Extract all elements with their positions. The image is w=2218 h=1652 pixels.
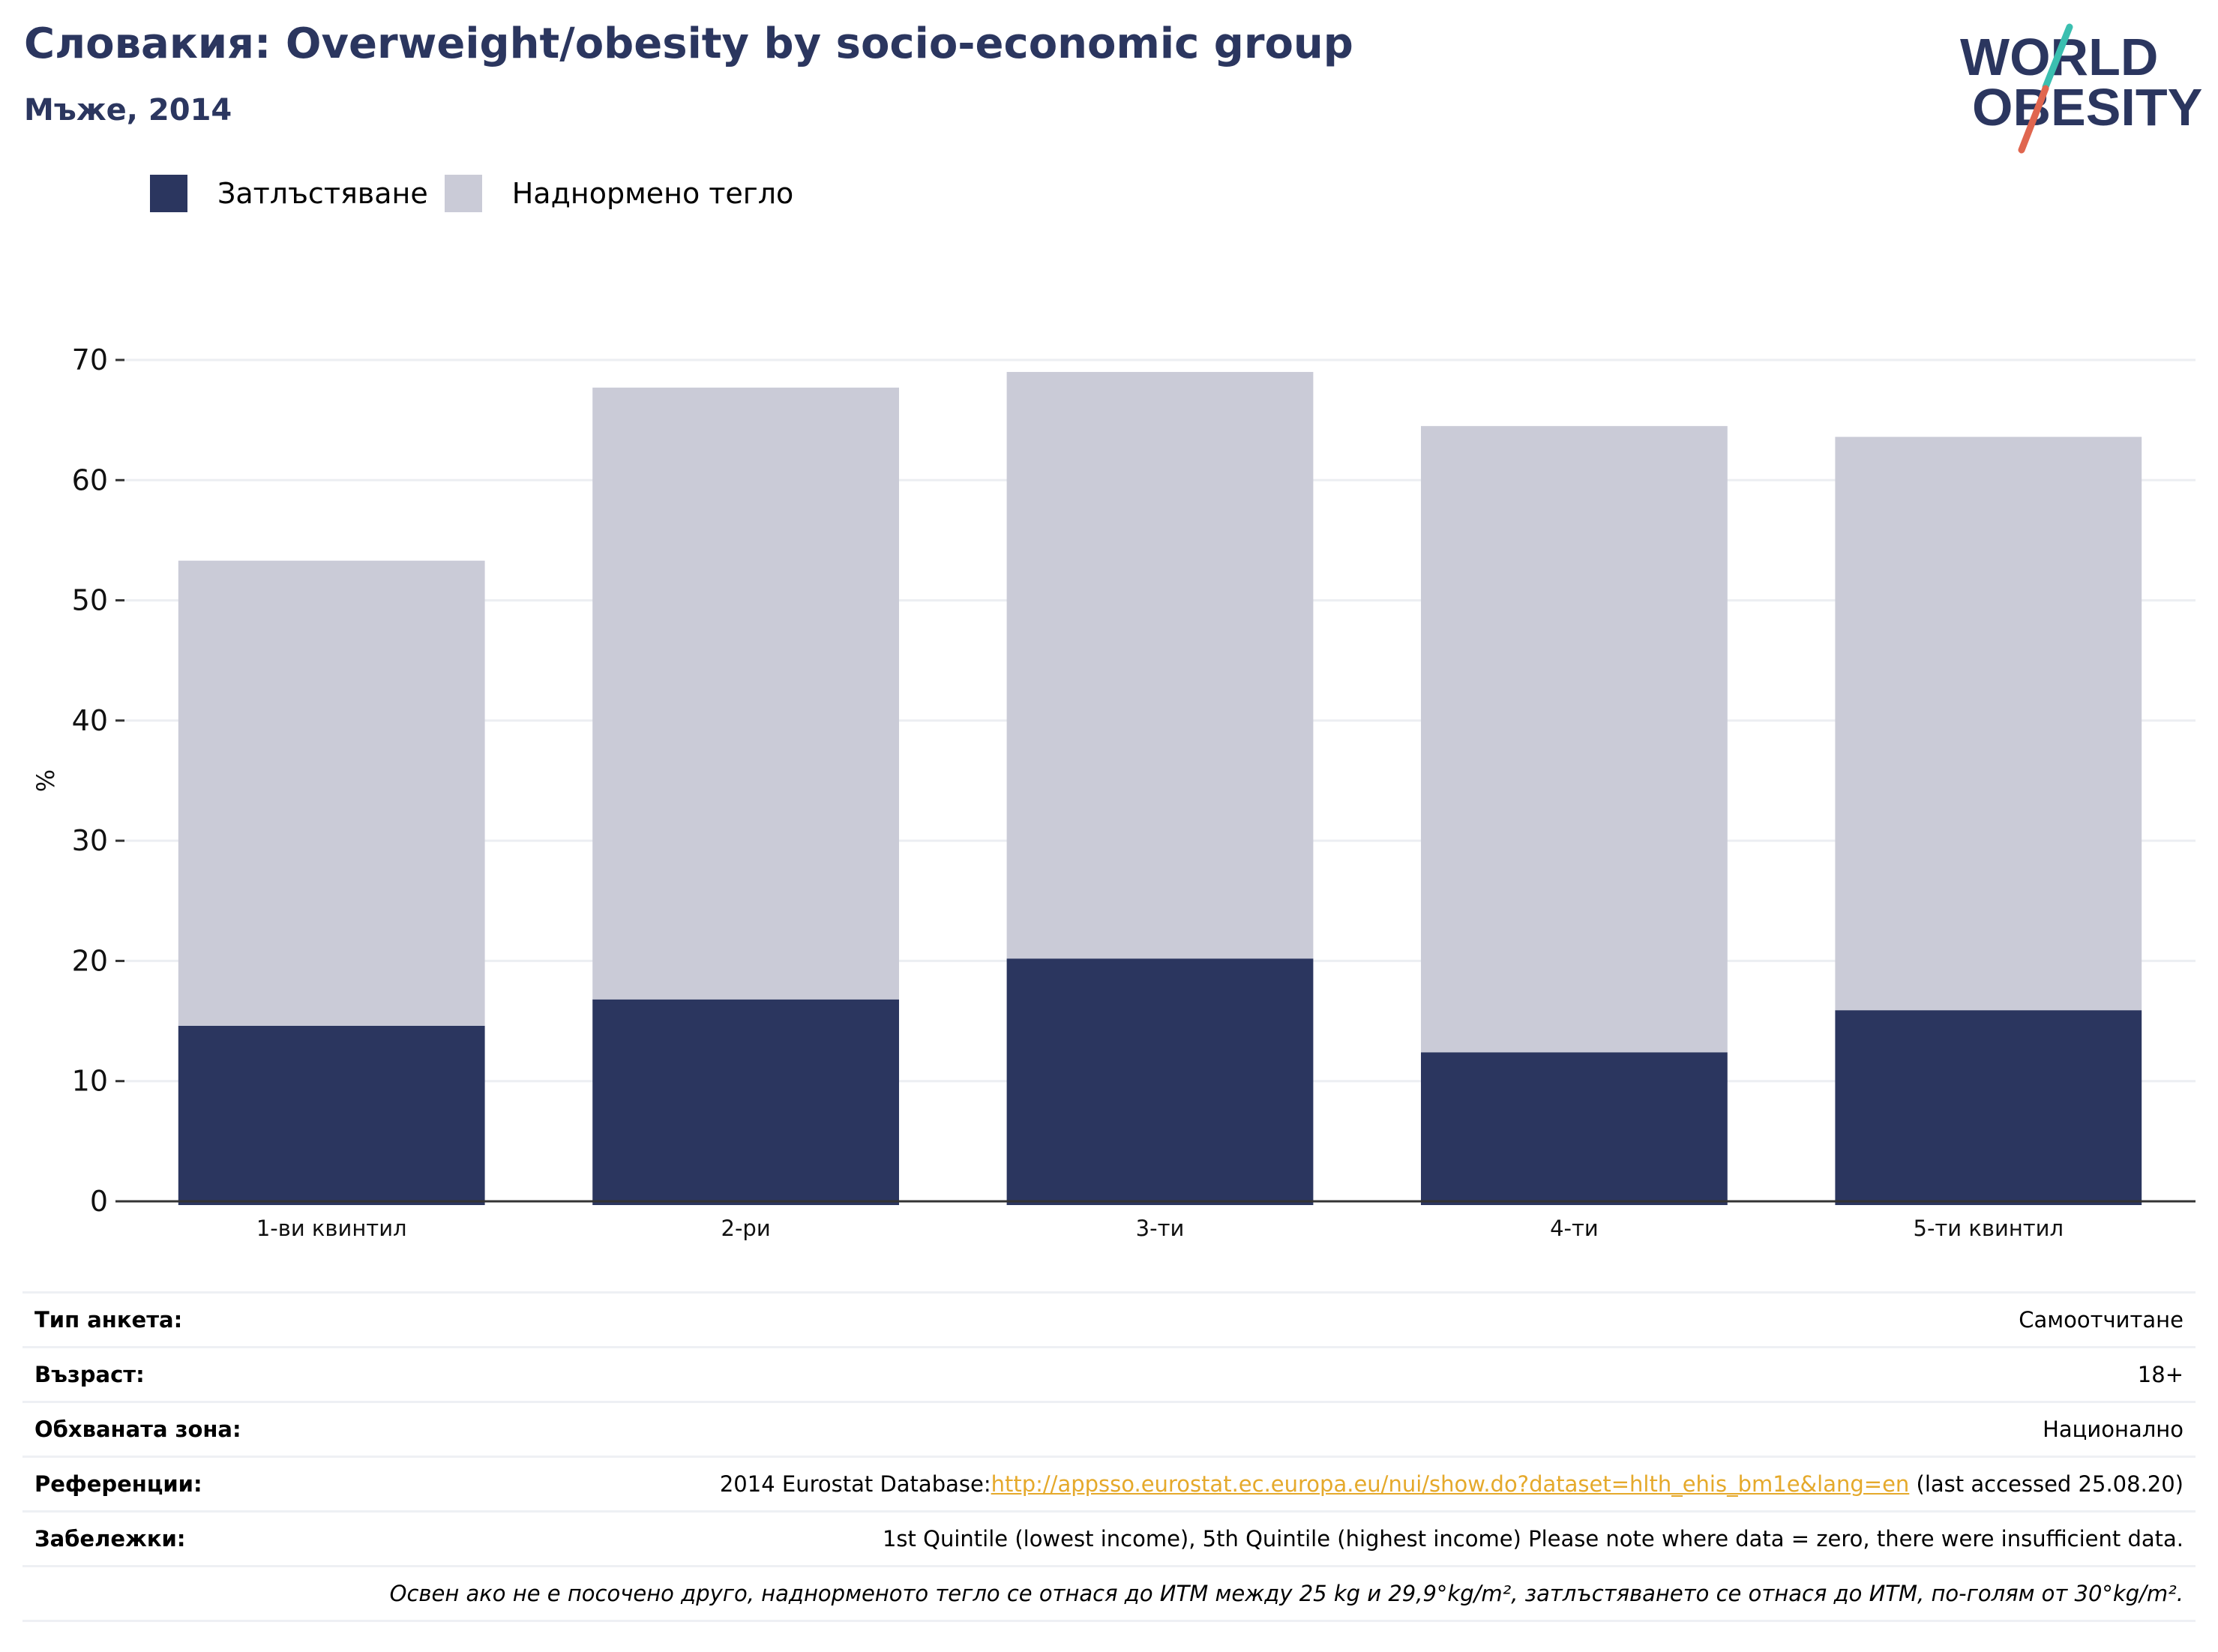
info-label: Забележки: bbox=[34, 1526, 186, 1552]
info-table: Тип анкета: Самоотчитане Възраст: 18+ Об… bbox=[22, 1291, 2196, 1622]
bar-overweight bbox=[1835, 436, 2142, 1011]
y-tick-label: 20 bbox=[72, 944, 108, 977]
info-label: Възраст: bbox=[34, 1362, 145, 1387]
logo-slash-teal bbox=[2042, 23, 2073, 91]
reference-suffix: (last accessed 25.08.20) bbox=[1909, 1471, 2184, 1497]
info-value: Самоотчитане bbox=[2019, 1307, 2184, 1333]
info-label: Тип анкета: bbox=[34, 1307, 183, 1333]
info-row-survey-type: Тип анкета: Самоотчитане bbox=[22, 1291, 2196, 1346]
legend-swatch-overweight bbox=[444, 175, 482, 212]
x-tick-label: 4-ти bbox=[1550, 1216, 1599, 1241]
bar-overweight bbox=[1421, 426, 1728, 1053]
logo-slash-red bbox=[2018, 85, 2049, 154]
world-obesity-logo: WORLD OBESITY bbox=[1960, 23, 2202, 154]
chart-subtitle: Мъже, 2014 bbox=[24, 93, 232, 127]
x-tick-label: 3-ти bbox=[1136, 1216, 1185, 1241]
info-row-area: Обхваната зона: Национално bbox=[22, 1401, 2196, 1456]
info-value: 1st Quintile (lowest income), 5th Quinti… bbox=[882, 1526, 2184, 1552]
info-row-footnote: Освен ако не е посочено друго, наднормен… bbox=[22, 1565, 2196, 1622]
info-value: 2014 Eurostat Database:http://appsso.eur… bbox=[720, 1471, 2184, 1497]
legend-item-obesity[interactable]: Затлъстяване bbox=[150, 175, 428, 212]
y-tick-label: 0 bbox=[90, 1185, 108, 1218]
bar-obesity bbox=[1421, 1052, 1728, 1205]
info-value: 18+ bbox=[2137, 1362, 2184, 1387]
y-tick-label: 60 bbox=[72, 463, 108, 496]
y-tick-label: 10 bbox=[72, 1065, 108, 1098]
legend-swatch-obesity bbox=[150, 175, 187, 212]
bar-overweight bbox=[178, 560, 485, 1026]
x-tick-label: 5-ти квинтил bbox=[1914, 1216, 2064, 1241]
bar-obesity bbox=[178, 1025, 485, 1205]
y-tick-label: 70 bbox=[72, 343, 108, 376]
info-row-references: Референции: 2014 Eurostat Database:http:… bbox=[22, 1456, 2196, 1510]
x-tick-label: 1-ви квинтил bbox=[256, 1216, 407, 1241]
chart-title: Словакия: Overweight/obesity by socio-ec… bbox=[24, 19, 1353, 68]
info-value: Национално bbox=[2043, 1417, 2184, 1442]
bar-overweight bbox=[1006, 372, 1314, 959]
y-tick-label: 40 bbox=[72, 704, 108, 737]
legend-label-overweight: Наднормено тегло bbox=[511, 177, 794, 210]
y-axis-label: % bbox=[31, 769, 60, 792]
reference-prefix: 2014 Eurostat Database: bbox=[719, 1471, 991, 1497]
chart-legend: Затлъстяване Наднормено тегло bbox=[150, 172, 810, 214]
legend-label-obesity: Затлъстяване bbox=[217, 177, 428, 210]
y-tick-label: 30 bbox=[72, 824, 108, 857]
info-label: Обхваната зона: bbox=[34, 1417, 241, 1442]
x-tick-label: 2-ри bbox=[721, 1216, 771, 1241]
bar-overweight bbox=[592, 387, 899, 1000]
logo-text-obesity: OBESITY bbox=[1972, 78, 2202, 136]
legend-item-overweight[interactable]: Наднормено тегло bbox=[444, 175, 794, 212]
info-row-age: Възраст: 18+ bbox=[22, 1346, 2196, 1401]
bar-obesity bbox=[592, 999, 899, 1205]
stacked-bar-chart: 0 10 20 30 40 50 60 70% 1-ви квинтил 2-ри 3-ти 4-ти… bbox=[31, 343, 2196, 1241]
bar-obesity bbox=[1835, 1010, 2142, 1205]
bar-obesity bbox=[1006, 958, 1314, 1205]
info-row-notes: Забележки: 1st Quintile (lowest income),… bbox=[22, 1510, 2196, 1565]
reference-link[interactable]: http://appsso.eurostat.ec.europa.eu/nui/… bbox=[991, 1471, 1910, 1497]
footnote-text: Освен ако не е посочено друго, наднормен… bbox=[389, 1581, 2184, 1606]
info-label: Референции: bbox=[34, 1471, 202, 1497]
y-tick-label: 50 bbox=[72, 584, 108, 617]
